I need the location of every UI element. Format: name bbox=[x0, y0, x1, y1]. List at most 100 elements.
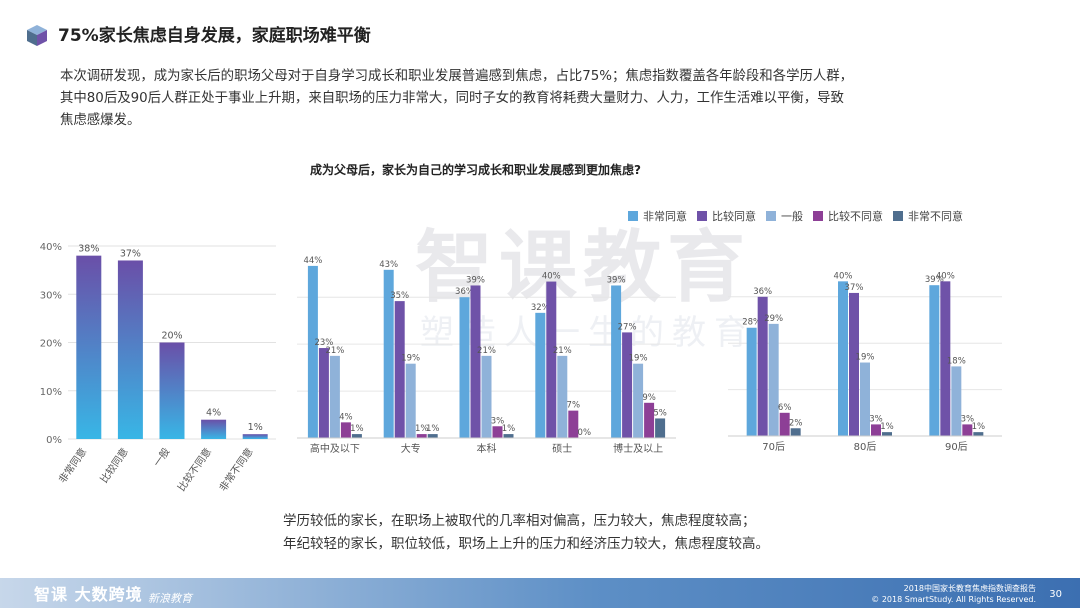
data-label: 44% bbox=[303, 256, 322, 266]
legend-label: 比较不同意 bbox=[828, 210, 883, 223]
bar bbox=[459, 297, 470, 438]
data-label: 1% bbox=[426, 424, 440, 434]
data-label: 3% bbox=[869, 414, 883, 424]
footer-brand: 智课 大数跨境 bbox=[34, 581, 143, 605]
x-tick-label: 比较同意 bbox=[97, 445, 131, 485]
bar bbox=[242, 434, 268, 439]
data-label: 21% bbox=[477, 346, 496, 356]
data-label: 19% bbox=[629, 354, 648, 364]
bar bbox=[329, 355, 340, 438]
data-label: 1% bbox=[880, 422, 894, 432]
data-label: 37% bbox=[845, 283, 864, 293]
data-label: 19% bbox=[856, 353, 875, 363]
bar bbox=[611, 285, 622, 438]
bar bbox=[790, 428, 801, 436]
data-label: 27% bbox=[618, 322, 637, 332]
data-label: 43% bbox=[379, 260, 398, 270]
footer-report-info: 2018中国家长教育焦虑指数调查报告 © 2018 SmartStudy. Al… bbox=[871, 583, 1036, 605]
legend-label: 非常同意 bbox=[643, 210, 687, 223]
bar bbox=[644, 402, 655, 438]
intro-line: 其中80后及90后人群正处于事业上升期，来自职场的压力非常大，同时子女的教育将耗… bbox=[60, 91, 844, 106]
data-label: 38% bbox=[78, 244, 99, 255]
bar bbox=[546, 281, 557, 438]
bar bbox=[940, 281, 951, 436]
conclusion-line: 学历较低的家长，在职场上被取代的几率相对偏高，压力较大，焦虑程度较高； bbox=[283, 513, 756, 529]
footer-brand-1: 智课 bbox=[34, 585, 69, 604]
data-label: 6% bbox=[778, 403, 792, 413]
data-label: 35% bbox=[390, 291, 409, 301]
watermark-text: 智课教育 bbox=[415, 223, 752, 313]
data-label: 9% bbox=[642, 393, 656, 403]
y-tick-label: 20% bbox=[40, 339, 62, 350]
page-number: 30 bbox=[1049, 589, 1062, 600]
page-title: 75%家长焦虑自身发展，家庭职场难平衡 bbox=[58, 26, 371, 46]
data-label: 36% bbox=[753, 287, 772, 297]
footer-report-title: 2018中国家长教育焦虑指数调查报告 bbox=[903, 584, 1036, 593]
x-tick-label: 本科 bbox=[477, 442, 497, 455]
data-label: 20% bbox=[161, 331, 182, 342]
legend-swatch bbox=[697, 211, 707, 221]
legend-label: 非常不同意 bbox=[908, 210, 963, 223]
data-label: 21% bbox=[325, 346, 344, 356]
conclusion-text: 学历较低的家长，在职场上被取代的几率相对偏高，压力较大，焦虑程度较高； 年纪较轻… bbox=[283, 510, 769, 556]
bar bbox=[481, 355, 492, 438]
legend-item: 比较不同意 bbox=[813, 208, 883, 224]
data-label: 1% bbox=[972, 422, 986, 432]
bar bbox=[318, 348, 329, 438]
bar bbox=[470, 285, 481, 438]
bar bbox=[307, 265, 318, 438]
x-tick-label: 比较不同意 bbox=[175, 445, 214, 493]
bar bbox=[159, 342, 185, 439]
bar bbox=[416, 434, 427, 438]
data-label: 4% bbox=[339, 412, 353, 422]
bar bbox=[871, 424, 881, 436]
bar bbox=[622, 332, 633, 438]
bar bbox=[117, 260, 143, 439]
bar bbox=[351, 434, 362, 438]
data-label: 23% bbox=[314, 338, 333, 348]
intro-line: 本次调研发现，成为家长后的职场父母对于自身学习成长和职业发展普遍感到焦虑，占比7… bbox=[60, 69, 854, 84]
intro-paragraph: 本次调研发现，成为家长后的职场父母对于自身学习成长和职业发展普遍感到焦虑，占比7… bbox=[60, 66, 990, 132]
bar bbox=[492, 426, 503, 438]
data-label: 39% bbox=[466, 275, 485, 285]
data-label: 40% bbox=[834, 271, 853, 281]
x-tick-label: 硕士 bbox=[552, 442, 572, 455]
bar bbox=[838, 281, 848, 436]
data-label: 1% bbox=[502, 424, 516, 434]
data-label: 39% bbox=[925, 275, 944, 285]
y-tick-label: 40% bbox=[40, 242, 62, 253]
legend-item: 非常同意 bbox=[628, 208, 687, 224]
data-label: 18% bbox=[947, 356, 966, 366]
x-tick-label: 90后 bbox=[945, 441, 968, 453]
data-label: 28% bbox=[742, 318, 761, 328]
bar bbox=[655, 418, 666, 438]
chart-title: 成为父母后，家长为自己的学习成长和职业发展感到更加焦虑? bbox=[310, 163, 641, 177]
data-label: 3% bbox=[491, 416, 505, 426]
legend-item: 一般 bbox=[766, 208, 803, 224]
bar bbox=[633, 363, 644, 438]
bar bbox=[757, 296, 768, 436]
x-tick-label: 博士及以上 bbox=[613, 442, 663, 455]
footer-brand-2: 大数跨境 bbox=[74, 585, 143, 604]
bar bbox=[405, 363, 416, 438]
legend-swatch bbox=[628, 211, 638, 221]
conclusion-line: 年纪较轻的家长，职位较低，职场上上升的压力和经济压力较大，焦虑程度较高。 bbox=[283, 536, 769, 552]
bar bbox=[779, 412, 790, 436]
bar bbox=[394, 301, 405, 438]
bar bbox=[76, 255, 102, 439]
x-tick-label: 一般 bbox=[150, 445, 172, 469]
bar bbox=[427, 434, 438, 438]
x-tick-label: 80后 bbox=[854, 441, 877, 453]
data-label: 40% bbox=[542, 272, 561, 282]
data-label: 0% bbox=[578, 428, 592, 438]
y-tick-label: 10% bbox=[40, 387, 62, 398]
x-tick-label: 大专 bbox=[401, 442, 421, 455]
data-label: 2% bbox=[789, 418, 803, 428]
data-label: 21% bbox=[553, 346, 572, 356]
data-label: 32% bbox=[531, 303, 550, 313]
legend-swatch bbox=[766, 211, 776, 221]
footer-bar bbox=[0, 578, 1080, 608]
bar bbox=[973, 432, 984, 436]
y-tick-label: 0% bbox=[46, 435, 62, 446]
